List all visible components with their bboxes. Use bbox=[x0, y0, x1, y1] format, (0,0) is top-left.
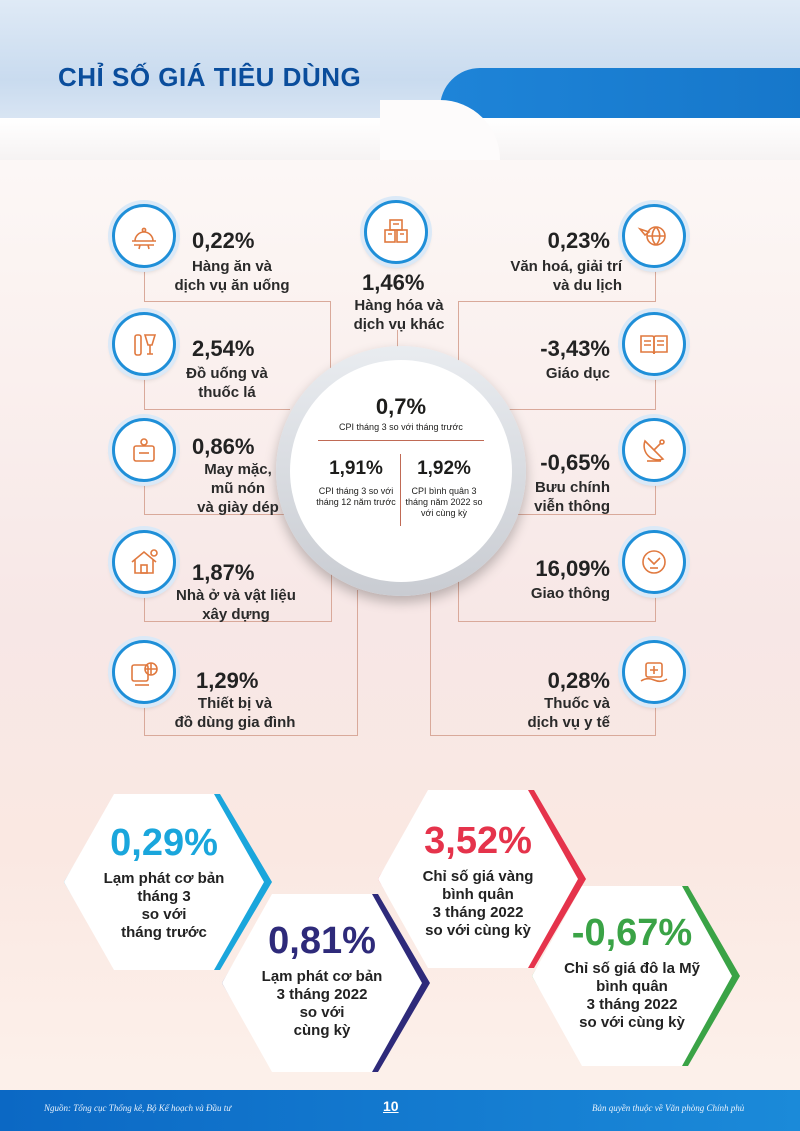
group-telecom-label: Bưu chính viễn thông bbox=[534, 479, 610, 515]
connector-line bbox=[144, 409, 290, 410]
gold-price-card: 3,52% Chỉ số giá vàng bình quân 3 tháng 20… bbox=[378, 790, 586, 968]
cpi-average-label: CPI bình quân 3 tháng năm 2022 so với cù… bbox=[405, 486, 483, 518]
globe-plane-icon bbox=[622, 204, 686, 268]
core-inflation-month-value: 0,29% bbox=[110, 822, 218, 864]
usd-price-label: Chỉ số giá đô la Mỹ bình quân 3 tháng 2022… bbox=[564, 960, 700, 1031]
group-housing-label: Nhà ở và vật liệu xây dựng bbox=[176, 587, 296, 623]
core-inflation-quarter-card: 0,81% Lạm phát cơ bản 3 tháng 2022 so với c… bbox=[222, 894, 430, 1072]
header-blue-stripe bbox=[440, 68, 800, 122]
center-divider-vertical bbox=[400, 454, 401, 526]
page-number: 10 bbox=[383, 1098, 399, 1114]
footer-bar bbox=[0, 1090, 800, 1131]
cpi-vs-december-value: 1,91% bbox=[329, 458, 383, 479]
center-divider bbox=[318, 440, 484, 441]
group-goods-label: Hàng hóa và dịch vụ khác bbox=[353, 297, 445, 333]
connector-line bbox=[144, 370, 145, 410]
house-icon bbox=[112, 530, 176, 594]
core-inflation-month-card: 0,29% Lạm phát cơ bản tháng 3 so với tháng … bbox=[64, 794, 272, 970]
gold-price-label: Chỉ số giá vàng bình quân 3 tháng 2022 so v… bbox=[422, 868, 534, 939]
cpi-month-value: 0,7% bbox=[375, 394, 427, 419]
clothing-icon bbox=[112, 418, 176, 482]
connector-line bbox=[510, 514, 656, 515]
group-transport-value: 16,09% bbox=[535, 556, 610, 581]
center-circle bbox=[290, 360, 512, 582]
connector-line bbox=[144, 735, 358, 736]
group-culture-label: Văn hoá, giải trí và du lịch bbox=[510, 258, 622, 294]
connector-line bbox=[655, 476, 656, 515]
group-education-value: -3,43% bbox=[540, 336, 610, 361]
cpi-month-label: CPI tháng 3 so với tháng trước bbox=[339, 422, 463, 432]
connector-line bbox=[655, 262, 656, 302]
group-clothing-value: 0,86% bbox=[192, 434, 255, 459]
drinks-icon bbox=[112, 312, 176, 376]
connector-line bbox=[458, 621, 656, 622]
group-food-value: 0,22% bbox=[192, 228, 255, 253]
satellite-dish-icon bbox=[622, 418, 686, 482]
connector-line bbox=[144, 586, 145, 622]
connector-line bbox=[357, 590, 358, 736]
goods-boxes-icon bbox=[364, 200, 428, 264]
food-tray-icon bbox=[112, 204, 176, 268]
group-medical-value: 0,28% bbox=[547, 668, 610, 693]
gold-price-value: 3,52% bbox=[424, 820, 532, 862]
connector-line bbox=[331, 560, 332, 622]
connector-line bbox=[655, 370, 656, 410]
connector-line bbox=[144, 698, 145, 736]
connector-line bbox=[430, 590, 431, 736]
medical-kit-icon bbox=[622, 640, 686, 704]
appliance-icon bbox=[112, 640, 176, 704]
connector-line bbox=[655, 698, 656, 736]
connector-line bbox=[655, 586, 656, 622]
group-education-label: Giáo dục bbox=[545, 365, 610, 382]
page-title: CHỈ SỐ GIÁ TIÊU DÙNG bbox=[58, 62, 362, 92]
footer-copyright: Bản quyền thuộc về Văn phòng Chính phủ bbox=[592, 1103, 745, 1113]
cpi-vs-december-label: CPI tháng 3 so với tháng 12 năm trước bbox=[316, 486, 396, 507]
connector-line bbox=[430, 735, 656, 736]
cpi-average-value: 1,92% bbox=[417, 458, 471, 479]
core-inflation-quarter-value: 0,81% bbox=[268, 920, 376, 962]
connector-line bbox=[508, 409, 656, 410]
footer-source: Nguồn: Tổng cục Thống kê, Bộ Kế hoạch và… bbox=[44, 1103, 232, 1113]
group-clothing-label: May mặc, mũ nón và giày dép bbox=[197, 461, 279, 516]
transport-icon bbox=[622, 530, 686, 594]
group-transport-label: Giao thông bbox=[530, 585, 610, 602]
connector-line bbox=[144, 476, 145, 515]
connector-line bbox=[330, 301, 331, 371]
group-telecom-value: -0,65% bbox=[540, 450, 610, 475]
book-icon bbox=[622, 312, 686, 376]
group-appliances-label: Thiết bị và đồ dùng gia đình bbox=[174, 695, 296, 731]
header-banner bbox=[0, 0, 800, 160]
group-food-label: Hàng ăn và dịch vụ ăn uống bbox=[174, 258, 290, 294]
connector-line bbox=[458, 560, 459, 622]
connector-line bbox=[458, 301, 459, 371]
core-inflation-quarter-label: Lạm phát cơ bản 3 tháng 2022 so với cùng kỳ bbox=[261, 968, 383, 1039]
connector-line bbox=[144, 262, 145, 302]
group-culture-value: 0,23% bbox=[547, 228, 610, 253]
connector-line bbox=[144, 621, 332, 622]
core-inflation-month-label: Lạm phát cơ bản tháng 3 so với tháng trước bbox=[103, 870, 225, 941]
group-medical-label: Thuốc và dịch vụ y tế bbox=[527, 695, 610, 731]
connector-line bbox=[144, 514, 290, 515]
group-goods-value: 1,46% bbox=[362, 270, 425, 295]
group-housing-value: 1,87% bbox=[192, 560, 255, 585]
group-drinks-value: 2,54% bbox=[192, 336, 255, 361]
usd-price-card: -0,67% Chỉ số giá đô la Mỹ bình quân 3 thá… bbox=[532, 886, 740, 1066]
connector-line bbox=[397, 330, 398, 360]
group-appliances-value: 1,29% bbox=[196, 668, 259, 693]
connector-line bbox=[144, 301, 330, 302]
group-drinks-label: Đồ uống và thuốc lá bbox=[186, 365, 268, 401]
usd-price-value: -0,67% bbox=[571, 912, 693, 954]
connector-line bbox=[458, 301, 656, 302]
